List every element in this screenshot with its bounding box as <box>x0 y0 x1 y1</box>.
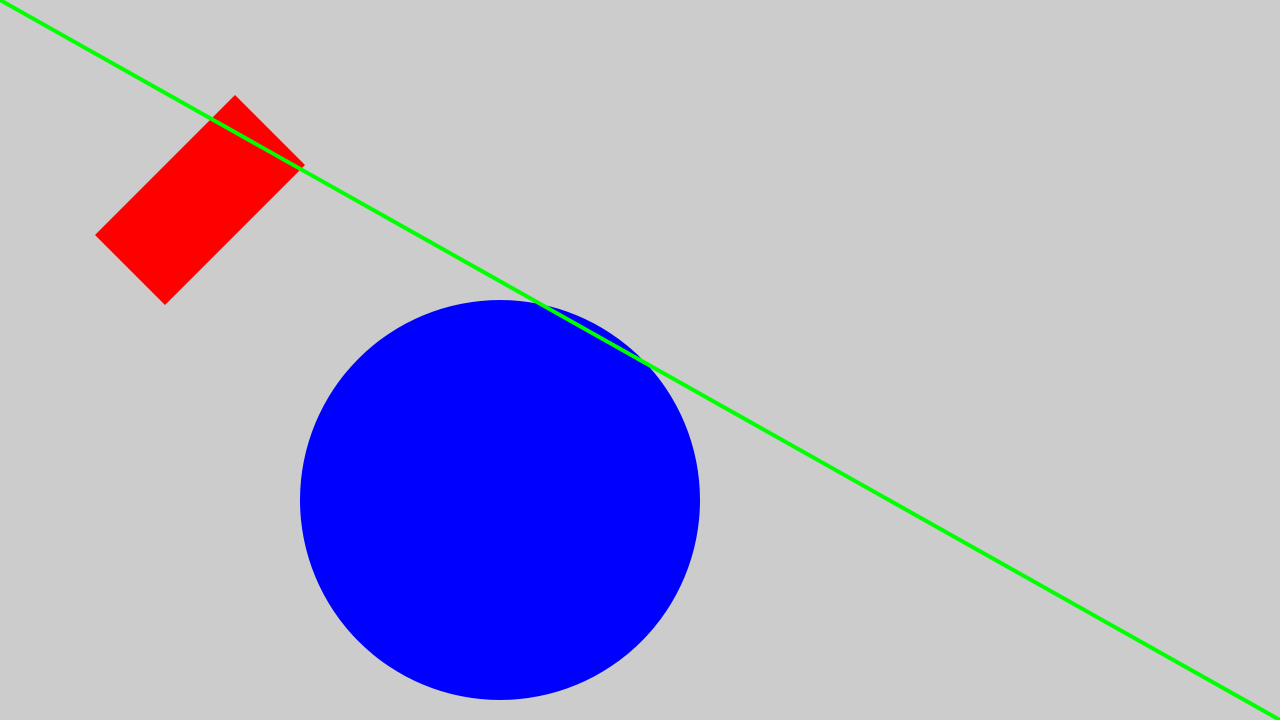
scene-canvas <box>0 0 1280 720</box>
